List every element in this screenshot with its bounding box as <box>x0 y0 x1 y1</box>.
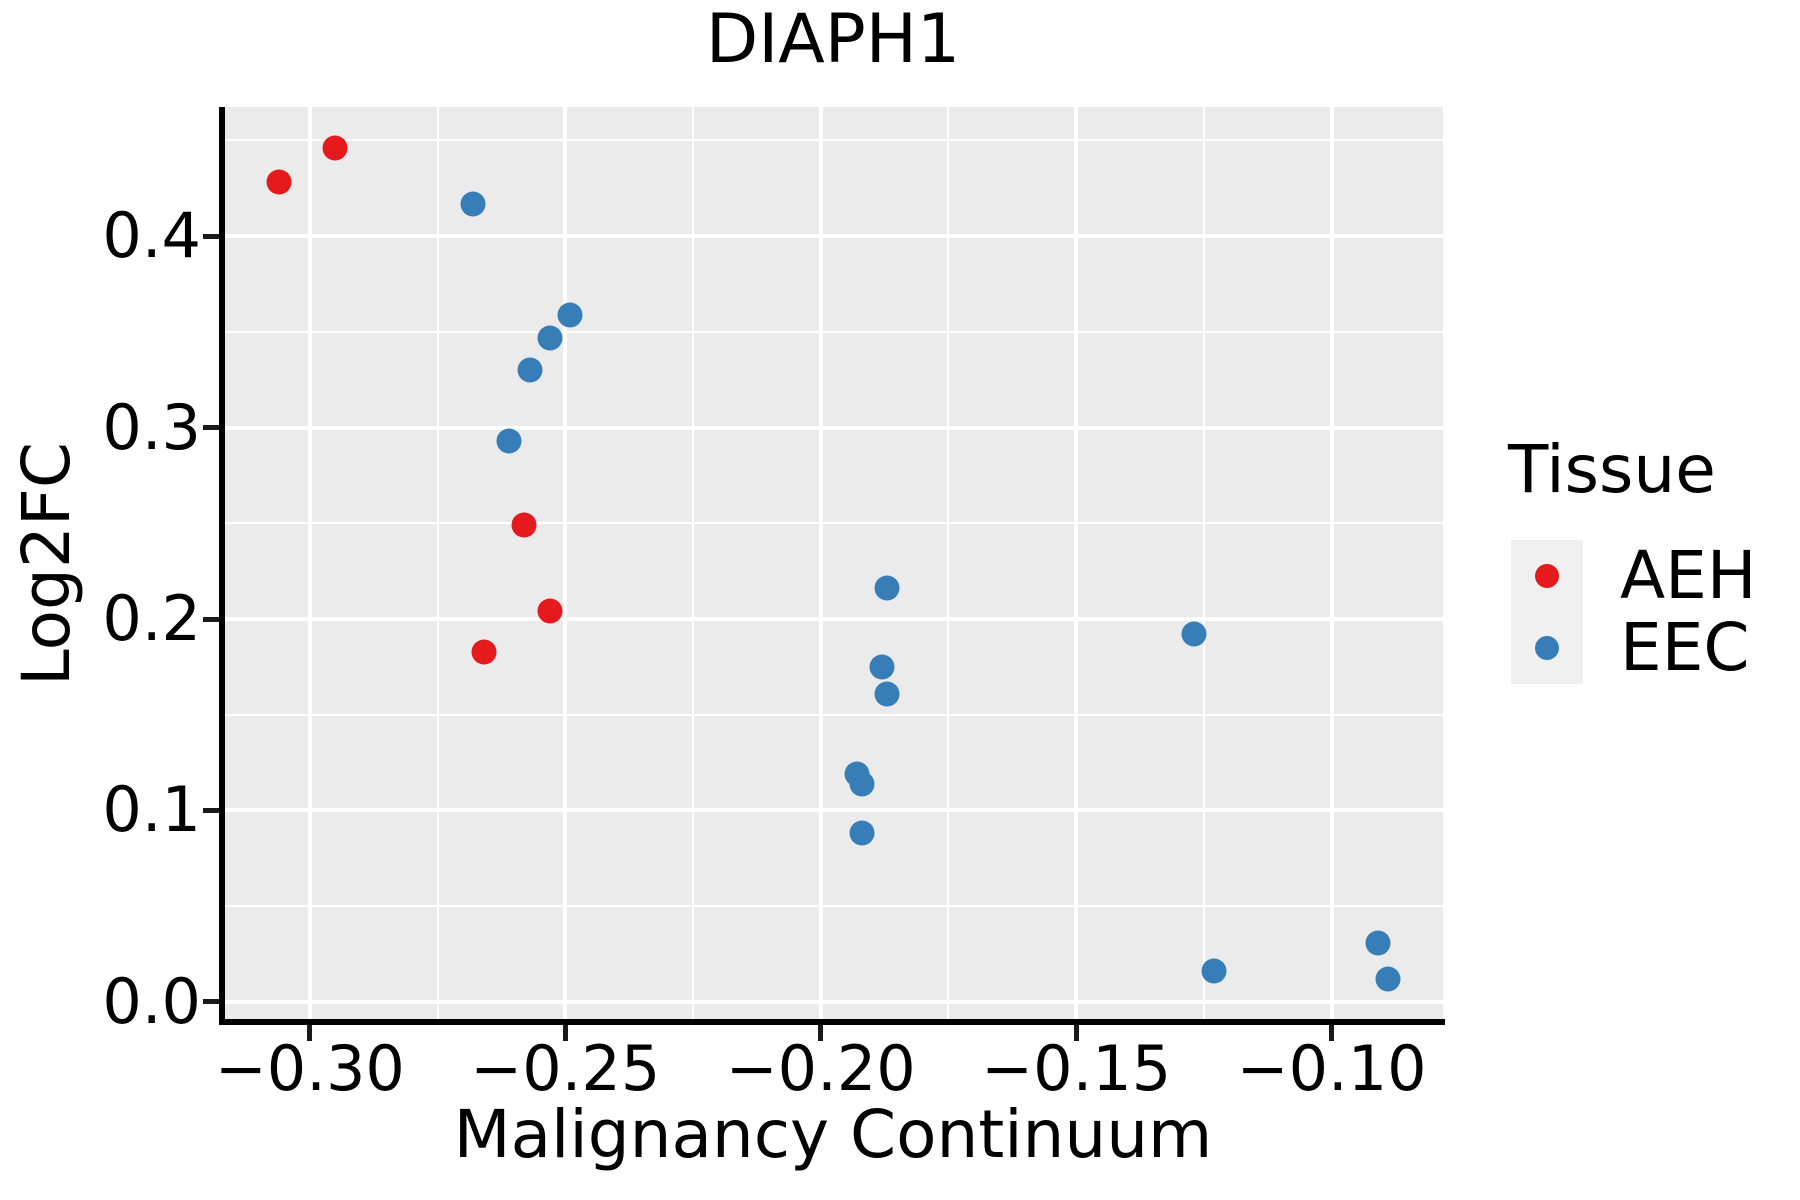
data-point-eec <box>874 681 900 707</box>
data-point-eec <box>460 191 486 216</box>
x-major-gridline <box>818 107 823 1019</box>
x-major-gridline <box>563 107 568 1019</box>
data-point-aeh <box>266 169 292 195</box>
y-major-gridline <box>223 617 1443 621</box>
data-point-eec <box>557 302 583 328</box>
data-point-eec <box>517 357 543 383</box>
legend-dot-eec <box>1535 636 1559 660</box>
y-minor-gridline <box>223 522 1443 525</box>
data-point-eec <box>849 771 875 797</box>
data-point-eec <box>1201 958 1227 984</box>
legend-item-eec: EEC <box>1511 612 1791 684</box>
y-major-gridline <box>223 425 1443 430</box>
x-tick-label: −0.20 <box>725 1032 916 1105</box>
y-tick-mark <box>203 425 219 431</box>
y-minor-gridline <box>223 905 1443 908</box>
data-point-eec <box>1181 621 1207 647</box>
data-point-aeh <box>322 135 348 161</box>
x-tick-mark <box>307 1025 313 1041</box>
data-point-eec <box>496 428 522 454</box>
data-point-eec <box>1365 930 1391 956</box>
y-tick-label: 0.0 <box>102 964 201 1038</box>
y-tick-mark <box>203 999 219 1005</box>
y-major-gridline <box>223 234 1443 239</box>
y-tick-label: 0.1 <box>102 773 201 847</box>
legend: AEH EEC <box>1511 540 1791 684</box>
legend-label: EEC <box>1620 609 1750 686</box>
y-axis-line <box>219 107 225 1025</box>
data-point-aeh <box>471 639 497 665</box>
x-minor-gridline <box>692 107 695 1019</box>
x-tick-mark <box>562 1025 568 1041</box>
y-tick-label: 0.2 <box>102 582 201 655</box>
data-point-eec <box>849 820 875 846</box>
x-major-gridline <box>1329 107 1334 1019</box>
x-minor-gridline <box>1202 107 1205 1019</box>
legend-item-aeh: AEH <box>1511 540 1791 612</box>
data-point-eec <box>874 575 900 601</box>
data-point-aeh <box>511 512 537 538</box>
x-axis-line <box>219 1019 1445 1025</box>
plot-title: DIAPH1 <box>705 0 961 79</box>
x-tick-mark <box>818 1025 824 1041</box>
x-tick-label: −0.10 <box>1236 1032 1427 1105</box>
data-point-eec <box>1375 966 1401 992</box>
data-point-eec <box>537 325 563 351</box>
y-minor-gridline <box>223 139 1443 142</box>
y-major-gridline <box>223 808 1443 813</box>
x-axis-title: Malignancy Continuum <box>453 1096 1213 1173</box>
x-major-gridline <box>1074 107 1079 1019</box>
x-tick-label: −0.25 <box>470 1032 661 1105</box>
y-minor-gridline <box>223 330 1443 333</box>
x-tick-mark <box>1073 1025 1079 1041</box>
plot-panel <box>223 107 1443 1019</box>
x-minor-gridline <box>947 107 950 1019</box>
x-tick-label: −0.15 <box>981 1032 1172 1105</box>
y-tick-label: 0.4 <box>102 199 201 273</box>
legend-label: AEH <box>1620 537 1757 614</box>
y-major-gridline <box>223 999 1443 1004</box>
x-major-gridline <box>307 107 312 1019</box>
y-tick-mark <box>203 233 219 239</box>
y-tick-mark <box>203 616 219 622</box>
x-tick-mark <box>1329 1025 1335 1041</box>
y-minor-gridline <box>223 713 1443 716</box>
legend-title: Tissue <box>1508 431 1716 508</box>
data-point-eec <box>869 654 895 680</box>
y-tick-mark <box>203 807 219 813</box>
y-tick-label: 0.3 <box>102 390 201 464</box>
data-point-aeh <box>537 598 563 624</box>
x-tick-label: −0.30 <box>214 1032 405 1105</box>
x-minor-gridline <box>436 107 439 1019</box>
legend-dot-aeh <box>1535 564 1559 588</box>
